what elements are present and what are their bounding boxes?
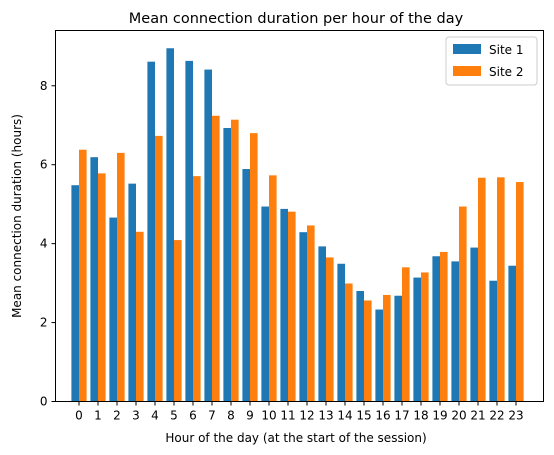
x-tick-label: 21 <box>470 409 485 423</box>
bar-site-2-hour-8 <box>231 119 239 402</box>
x-tick-label: 10 <box>261 409 276 423</box>
x-tick-label: 1 <box>94 409 102 423</box>
bar-site-2-hour-3 <box>136 231 144 402</box>
bar-site-1-hour-2 <box>109 217 117 402</box>
x-tick-label: 15 <box>356 409 371 423</box>
x-tick-label: 14 <box>337 409 352 423</box>
bar-site-2-hour-18 <box>421 272 429 402</box>
bar-site-2-hour-5 <box>174 240 182 402</box>
bar-site-1-hour-12 <box>299 232 307 402</box>
bar-site-1-hour-23 <box>508 265 516 402</box>
y-tick-label: 0 <box>40 395 48 409</box>
bar-site-1-hour-17 <box>394 295 402 402</box>
x-tick-label: 4 <box>151 409 159 423</box>
plot-frame <box>55 30 544 402</box>
bar-site-1-hour-8 <box>223 127 231 402</box>
bar-site-2-hour-16 <box>383 294 391 402</box>
bar-site-2-hour-19 <box>440 251 448 402</box>
bar-site-2-hour-2 <box>117 152 125 402</box>
bar-site-2-hour-6 <box>193 176 201 402</box>
bar-site-2-hour-0 <box>79 149 87 402</box>
bar-site-1-hour-19 <box>432 256 440 402</box>
bar-site-2-hour-23 <box>516 182 524 402</box>
bar-site-1-hour-0 <box>71 185 79 402</box>
x-axis-label: Hour of the day (at the start of the ses… <box>165 431 426 445</box>
bar-site-1-hour-9 <box>242 169 250 402</box>
bar-site-2-hour-4 <box>155 135 163 402</box>
bar-site-1-hour-7 <box>204 69 212 402</box>
bar-site-2-hour-9 <box>250 133 258 402</box>
bar-site-2-hour-20 <box>459 206 467 402</box>
legend-label-site-2: Site 2 <box>489 65 524 79</box>
legend-swatch-site-1 <box>453 44 481 54</box>
bar-site-1-hour-16 <box>375 309 383 402</box>
x-tick-label: 13 <box>318 409 333 423</box>
bar-site-1-hour-14 <box>337 263 345 402</box>
plot-bars <box>71 48 524 402</box>
bar-site-2-hour-10 <box>269 175 277 402</box>
legend: Site 1 Site 2 <box>445 36 538 86</box>
y-tick-label: 8 <box>40 79 48 93</box>
legend-swatch-site-2 <box>453 66 481 76</box>
x-tick-label: 3 <box>132 409 140 423</box>
bar-site-1-hour-10 <box>261 206 269 402</box>
bar-site-1-hour-4 <box>147 61 155 402</box>
x-axis-ticks: 0 1 2 3 4 5 6 7 8 9 10 11 12 13 14 15 16 17 18 19 20 21 22 23 <box>75 401 524 423</box>
y-axis-label: Mean connection duration (hours) <box>10 114 24 318</box>
bar-site-2-hour-13 <box>326 257 334 402</box>
bar-site-1-hour-18 <box>413 277 421 402</box>
bar-site-2-hour-22 <box>497 177 505 402</box>
x-tick-label: 9 <box>246 409 254 423</box>
bar-site-1-hour-1 <box>90 157 98 402</box>
y-tick-label: 6 <box>40 158 48 172</box>
x-tick-label: 0 <box>75 409 83 423</box>
bar-site-2-hour-12 <box>307 225 315 402</box>
x-tick-label: 23 <box>508 409 523 423</box>
bar-site-1-hour-21 <box>470 247 478 402</box>
x-tick-label: 7 <box>208 409 216 423</box>
y-tick-label: 4 <box>40 237 48 251</box>
x-tick-label: 18 <box>413 409 428 423</box>
y-axis-ticks: 0 2 4 6 8 <box>40 79 56 409</box>
legend-label-site-1: Site 1 <box>489 43 524 57</box>
bar-site-1-hour-5 <box>166 48 174 402</box>
bar-site-2-hour-21 <box>478 177 486 402</box>
bar-site-2-hour-7 <box>212 115 220 402</box>
x-tick-label: 22 <box>489 409 504 423</box>
bar-site-2-hour-15 <box>364 300 372 402</box>
x-tick-label: 19 <box>432 409 447 423</box>
bar-site-1-hour-6 <box>185 60 193 402</box>
bar-site-2-hour-17 <box>402 267 410 402</box>
bar-site-2-hour-14 <box>345 283 353 402</box>
x-tick-label: 11 <box>280 409 295 423</box>
chart-title: Mean connection duration per hour of the… <box>129 11 464 27</box>
bar-site-2-hour-11 <box>288 211 296 402</box>
bar-site-1-hour-22 <box>489 280 497 402</box>
x-tick-label: 12 <box>299 409 314 423</box>
x-tick-label: 8 <box>227 409 235 423</box>
bar-site-1-hour-15 <box>356 290 364 402</box>
x-tick-label: 2 <box>113 409 121 423</box>
x-tick-label: 6 <box>189 409 197 423</box>
y-tick-label: 2 <box>40 316 48 330</box>
x-tick-label: 20 <box>451 409 466 423</box>
x-tick-label: 16 <box>375 409 390 423</box>
x-tick-label: 5 <box>170 409 178 423</box>
bar-site-1-hour-3 <box>128 183 136 402</box>
bar-site-1-hour-13 <box>318 246 326 402</box>
bar-site-2-hour-1 <box>98 173 106 402</box>
bar-site-1-hour-11 <box>280 208 288 402</box>
x-tick-label: 17 <box>394 409 409 423</box>
bar-site-1-hour-20 <box>451 261 459 402</box>
